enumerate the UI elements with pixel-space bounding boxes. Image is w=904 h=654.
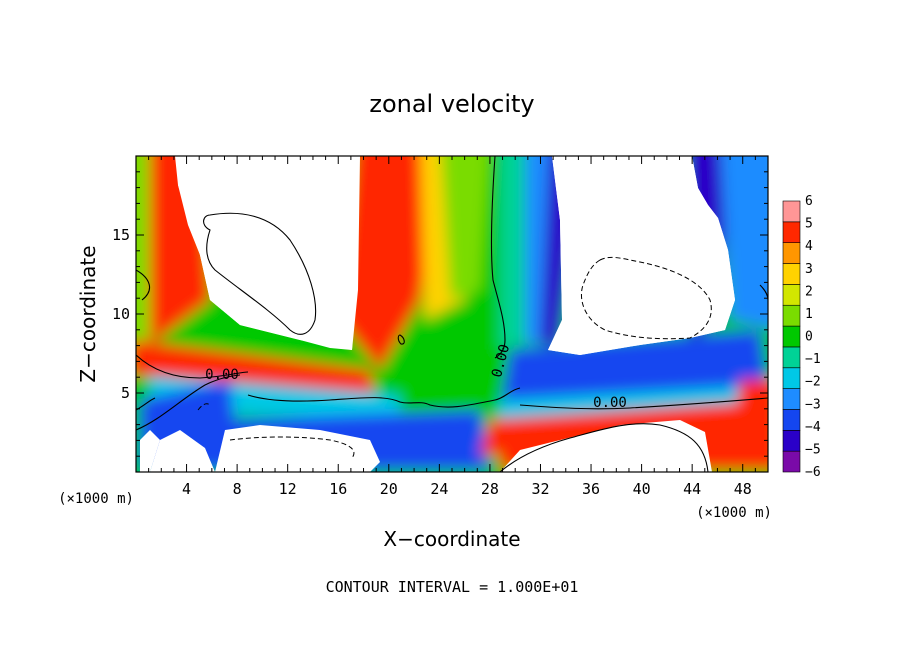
x-tick-label: 24 <box>430 480 448 498</box>
colorbar-swatch <box>782 409 801 431</box>
colorbar-label: 5 <box>805 217 813 232</box>
y-axis-ticks: 5 10 15 <box>112 171 768 457</box>
chart-title: zonal velocity <box>369 90 534 118</box>
contour-label: 0.00 <box>205 367 239 383</box>
y-tick-label: 5 <box>121 384 130 402</box>
contour-interval-note: CONTOUR INTERVAL = 1.000E+01 <box>326 578 579 596</box>
colorbar-swatch <box>782 346 801 369</box>
x-tick-label: 32 <box>531 480 549 498</box>
colorbar-swatch <box>782 450 801 473</box>
x-tick-label: 20 <box>380 480 398 498</box>
x-tick-label: 40 <box>633 480 651 498</box>
x-tick-label: 28 <box>481 480 499 498</box>
colorbar-label: −2 <box>805 375 821 390</box>
colorbar-label: −5 <box>805 442 821 457</box>
x-axis-ticks: 4 8 12 16 20 24 28 32 36 40 44 48 <box>148 156 756 498</box>
velocity-field <box>136 156 768 472</box>
colorbar-swatch <box>782 304 801 327</box>
x-tick-label: 44 <box>683 480 701 498</box>
colorbar-swatch <box>782 430 801 452</box>
x-axis-label: X−coordinate <box>383 527 520 551</box>
colorbar-label: 1 <box>805 307 813 322</box>
colorbar-swatch <box>782 263 801 285</box>
colorbar-label: −4 <box>805 420 821 435</box>
y-axis-label: Z−coordinate <box>76 245 100 382</box>
x-unit-label-right: (×1000 m) <box>696 505 772 521</box>
contour-lines <box>136 156 768 472</box>
colorbar-swatch <box>782 367 801 389</box>
colorbar-swatch <box>782 388 801 410</box>
colorbar-label: 0 <box>805 330 813 345</box>
colorbar-label: 4 <box>805 239 813 254</box>
x-tick-label: 16 <box>329 480 347 498</box>
y-tick-label: 10 <box>112 305 130 323</box>
colorbar-label: 2 <box>805 284 813 299</box>
colorbar: −6 −5 −4 −3 −2 −1 0 1 2 3 4 5 6 <box>782 194 821 480</box>
x-tick-label: 36 <box>582 480 600 498</box>
colorbar-swatch <box>782 200 801 223</box>
contour-label: 0.00 <box>593 395 627 411</box>
x-tick-label: 12 <box>279 480 297 498</box>
colorbar-label: −3 <box>805 397 821 412</box>
colorbar-label: 6 <box>805 194 813 209</box>
colorbar-label: 3 <box>805 262 813 277</box>
x-tick-label: 48 <box>734 480 752 498</box>
y-tick-label: 15 <box>112 226 130 244</box>
x-tick-label: 4 <box>182 480 191 498</box>
colorbar-swatch <box>782 242 801 264</box>
colorbar-label: −1 <box>805 352 821 367</box>
dashed-contours <box>197 256 712 459</box>
colorbar-swatch <box>782 284 801 306</box>
x-tick-label: 8 <box>233 480 242 498</box>
colorbar-swatch <box>782 221 801 243</box>
colorbar-label: −6 <box>805 465 821 480</box>
x-unit-label-left: (×1000 m) <box>58 491 134 507</box>
colorbar-swatch <box>782 325 801 348</box>
